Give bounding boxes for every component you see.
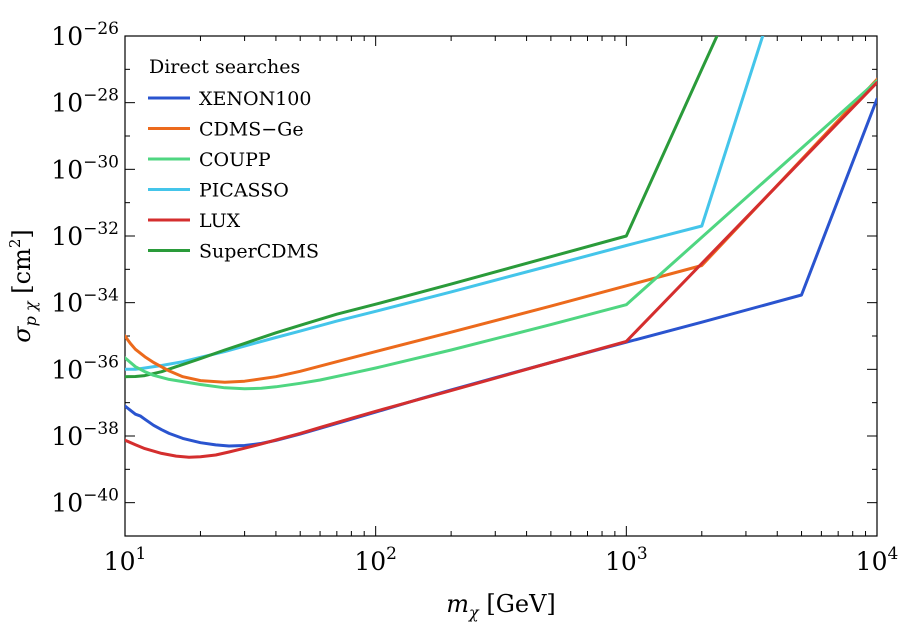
x-axis-main: m [446,590,469,618]
y-tick-label: 10−34 [51,286,119,318]
series-line-supercdms [125,36,719,379]
legend-label: CDMS−Ge [199,119,304,141]
x-tick-base: 10 [605,547,637,576]
series-lines [125,36,877,459]
legend-item: SuperCDMS [148,241,319,263]
y-tick-label: 10−28 [51,86,119,118]
legend: Direct searches XENON100 CDMS−Ge COUPP PICA… [148,56,319,263]
y-tick-exp: −26 [83,19,119,39]
y-tick-base: 10 [51,89,83,118]
legend-item: COUPP [148,149,271,171]
plot-frame [124,35,878,537]
x-tick-exp: 3 [637,544,648,564]
y-tick-label: 10−40 [51,486,119,518]
minor-ticks [125,36,877,537]
legend-item: CDMS−Ge [148,119,304,141]
y-tick-exp: −32 [83,219,119,239]
y-tick-exp: −28 [83,86,119,106]
y-tick-label: 10−26 [51,19,119,51]
y-axis-unit-close: ] [8,229,36,238]
x-tick-label: 104 [856,544,899,576]
y-axis-sub: p χ [21,300,40,326]
y-tick-exp: −38 [83,419,119,439]
legend-label: COUPP [199,149,271,171]
y-axis-unit-sup: 2 [6,239,24,249]
y-tick-exp: −40 [83,486,119,506]
x-tick-exp: 2 [386,544,397,564]
x-tick-exp: 4 [887,544,898,564]
x-tick-labels: 101 102 103 104 [104,544,899,576]
x-tick-base: 10 [104,547,136,576]
series-line-lux [125,81,877,459]
x-tick-exp: 1 [135,544,146,564]
series-line-cdms-ge [125,77,877,384]
series-line-coupp [125,79,877,391]
y-tick-base: 10 [51,489,83,518]
y-tick-label: 10−36 [51,352,119,384]
y-tick-base: 10 [51,289,83,318]
y-tick-exp: −34 [83,286,119,306]
y-tick-label: 10−32 [51,219,119,251]
y-tick-exp: −36 [83,352,119,372]
x-tick-label: 101 [104,544,147,576]
x-tick-base: 10 [354,547,386,576]
y-tick-base: 10 [51,222,83,251]
legend-item: PICASSO [148,180,289,202]
legend-label: SuperCDMS [199,241,319,263]
y-tick-base: 10 [51,22,83,51]
y-axis-unit-open: [cm [8,248,36,301]
y-tick-label: 10−38 [51,419,119,451]
y-axis-main: σ [8,326,36,343]
x-axis-title: mχ [GeV] [446,590,556,622]
major-ticks [124,35,878,536]
x-tick-label: 103 [605,544,648,576]
legend-item: LUX [148,210,241,232]
x-tick-base: 10 [856,547,888,576]
legend-label: LUX [199,210,241,232]
x-axis-unit: [GeV] [479,590,556,618]
y-tick-exp: −30 [83,152,119,172]
series-line-picasso [125,36,765,371]
legend-label: PICASSO [199,180,289,202]
y-tick-base: 10 [51,355,83,384]
legend-label: XENON100 [199,88,312,110]
legend-items: XENON100 CDMS−Ge COUPP PICASSO LUX SuperCDMS [148,88,319,263]
legend-title: Direct searches [149,56,300,78]
legend-item: XENON100 [148,88,312,110]
y-tick-base: 10 [51,422,83,451]
y-tick-label: 10−30 [51,152,119,184]
y-axis-title: σp χ [cm2] [6,229,40,343]
y-tick-base: 10 [51,155,83,184]
x-tick-label: 102 [354,544,397,576]
x-axis-sub: χ [468,603,480,622]
